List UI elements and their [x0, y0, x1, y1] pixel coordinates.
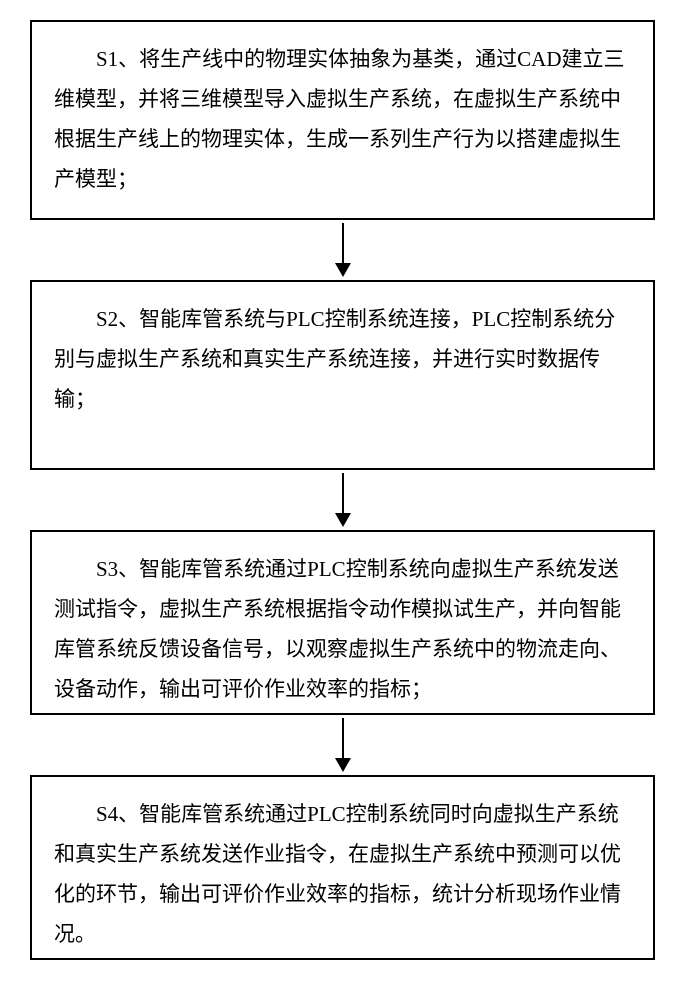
node-text: S3、智能库管系统通过PLC控制系统向虚拟生产系统发送测试指令，虚拟生产系统根据…	[54, 557, 621, 701]
arrow-line	[342, 718, 344, 758]
flowchart-node-s1: S1、将生产线中的物理实体抽象为基类，通过CAD建立三维模型，并将三维模型导入虚…	[30, 20, 655, 220]
node-text: S4、智能库管系统通过PLC控制系统同时向虚拟生产系统和真实生产系统发送作业指令…	[54, 802, 621, 946]
arrow-head-icon	[335, 758, 351, 772]
flowchart-node-s2: S2、智能库管系统与PLC控制系统连接，PLC控制系统分别与虚拟生产系统和真实生…	[30, 280, 655, 470]
node-text: S2、智能库管系统与PLC控制系统连接，PLC控制系统分别与虚拟生产系统和真实生…	[54, 307, 615, 411]
arrow-head-icon	[335, 263, 351, 277]
flowchart-node-s3: S3、智能库管系统通过PLC控制系统向虚拟生产系统发送测试指令，虚拟生产系统根据…	[30, 530, 655, 715]
flowchart-node-s4: S4、智能库管系统通过PLC控制系统同时向虚拟生产系统和真实生产系统发送作业指令…	[30, 775, 655, 960]
flowchart-arrow	[335, 715, 351, 775]
flowchart-container: S1、将生产线中的物理实体抽象为基类，通过CAD建立三维模型，并将三维模型导入虚…	[0, 0, 685, 980]
flowchart-arrow	[335, 220, 351, 280]
arrow-line	[342, 473, 344, 513]
arrow-head-icon	[335, 513, 351, 527]
arrow-line	[342, 223, 344, 263]
node-text: S1、将生产线中的物理实体抽象为基类，通过CAD建立三维模型，并将三维模型导入虚…	[54, 47, 625, 191]
flowchart-arrow	[335, 470, 351, 530]
